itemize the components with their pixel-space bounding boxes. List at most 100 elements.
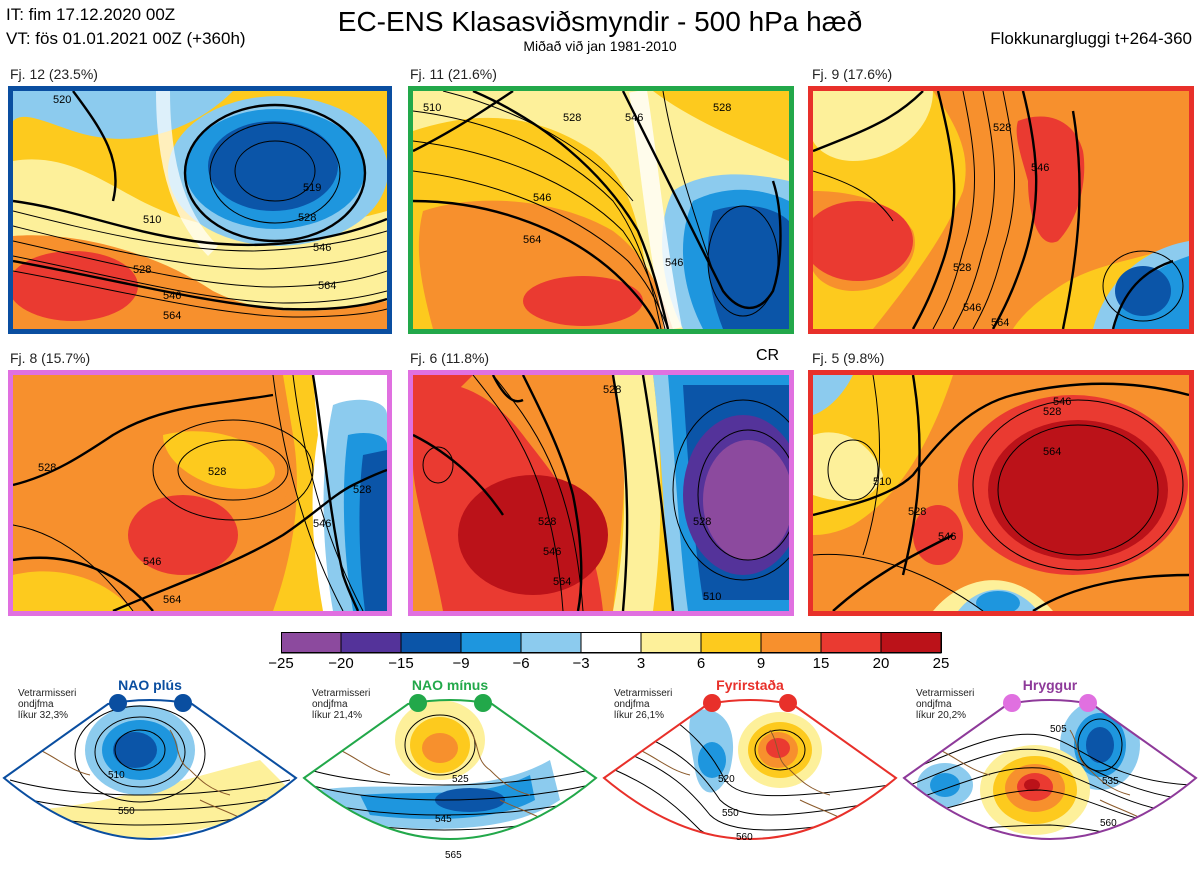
map-5-field: 528 528 546 564 528 510 — [413, 375, 789, 611]
panel-6-caption: Fj. 5 (9.8%) — [812, 350, 885, 366]
contour-label: 564 — [163, 310, 181, 322]
map-1-field: 510 528 546 564 519 528 546 564 520 — [13, 91, 387, 329]
contour-label: 546 — [1031, 162, 1049, 174]
panel-1-caption: Fj. 12 (23.5%) — [10, 66, 98, 82]
cr-label: CR — [756, 347, 780, 364]
regime-contour-label: 535 — [1102, 776, 1119, 787]
contour-label: 528 — [38, 462, 56, 474]
contour-label: 528 — [563, 112, 581, 124]
colorbar-tick-label: −9 — [452, 655, 470, 672]
colorbar-tick-label: 20 — [872, 655, 890, 672]
contour-label: 528 — [298, 212, 316, 224]
regime-contour-label: 565 — [445, 850, 462, 861]
colorbar-swatch — [460, 632, 522, 654]
regime-contour-label: 550 — [722, 808, 739, 819]
contour-label: 564 — [318, 280, 336, 292]
map-panel-cluster-11: 510 528 546 564 546 528 546 — [408, 86, 794, 334]
contour-label: 528 — [713, 102, 731, 114]
contour-label: 528 — [133, 264, 151, 276]
contour-label: 546 — [963, 302, 981, 314]
contour-label: 546 — [143, 556, 161, 568]
panel-3-caption: Fj. 9 (17.6%) — [812, 66, 893, 82]
map-panel-cluster-9: 528 546 528 546 564 — [808, 86, 1194, 334]
contour-label: 528 — [908, 506, 926, 518]
contour-label: 528 — [953, 262, 971, 274]
colorbar-tick-label: −25 — [268, 655, 294, 672]
colorbar-swatch — [281, 632, 342, 654]
contour-label: 564 — [163, 594, 181, 606]
colorbar-swatch — [880, 632, 942, 654]
contour-label: 546 — [543, 546, 561, 558]
contour-label: 564 — [523, 234, 541, 246]
colorbar-swatch — [820, 632, 882, 654]
regime-3-map: 520 550 560 — [602, 694, 898, 843]
colorbar-swatch — [700, 632, 762, 654]
regime-2-title: NAO mínus — [411, 677, 489, 693]
contour-label: 510 — [873, 476, 891, 488]
map-panel-cluster-6: 528 528 546 564 528 510 — [408, 370, 794, 616]
regime-contour-label: 525 — [452, 774, 469, 785]
regime-1-map: 510 550 — [2, 694, 298, 840]
contour-label: 528 — [993, 122, 1011, 134]
contour-label: 510 — [423, 102, 441, 114]
regime-3-note: Vetrarmisseri ondjfma líkur 26,1% — [614, 688, 673, 721]
regime-contour-label: 560 — [1100, 818, 1117, 829]
contour-label: 564 — [991, 317, 1009, 329]
colorbar-swatch — [640, 632, 702, 654]
contour-label: 546 — [163, 290, 181, 302]
regime-3-title: Fyrirstaða — [716, 677, 784, 693]
colorbar-swatch — [400, 632, 462, 654]
map-panel-cluster-12: 510 528 546 564 519 528 546 564 520 — [8, 86, 392, 334]
contour-label: 564 — [553, 576, 571, 588]
regime-1-title: NAO plús — [118, 677, 182, 693]
issue-time: IT: fim 17.12.2020 00Z — [6, 5, 176, 24]
contour-label: 546 — [313, 242, 331, 254]
regime-1-note: Vetrarmisseri ondjfma líkur 32,3% — [18, 688, 77, 721]
valid-time: VT: fös 01.01.2021 00Z (+360h) — [6, 29, 246, 48]
colorbar-tick-label: 3 — [636, 655, 646, 672]
map-6-field: 528 546 564 510 528 546 — [813, 375, 1189, 611]
colorbar-swatch — [520, 632, 582, 654]
contour-label: 510 — [143, 214, 161, 226]
contour-label: 546 — [665, 257, 683, 269]
regime-contour-label: 505 — [1050, 724, 1067, 735]
panel-5-caption: Fj. 6 (11.8%) — [410, 350, 490, 366]
page-title: EC-ENS Klasasviðsmyndir - 500 hPa hæð — [337, 6, 863, 37]
colorbar-tick-label: 15 — [812, 655, 830, 672]
contour-label: 546 — [938, 531, 956, 543]
colorbar-tick-label: −15 — [388, 655, 414, 672]
regime-2-note: Vetrarmisseri ondjfma líkur 21,4% — [312, 688, 371, 721]
colorbar-swatch — [580, 632, 642, 654]
contour-label: 546 — [533, 192, 551, 204]
page-subtitle: Miðað við jan 1981-2010 — [523, 38, 677, 54]
contour-label: 520 — [53, 94, 71, 106]
contour-label: 528 — [538, 516, 556, 528]
contour-label: 528 — [693, 516, 711, 528]
regime-contour-label: 560 — [736, 832, 753, 843]
regime-contour-label: 520 — [718, 774, 735, 785]
colorbar-tick-label: −6 — [512, 655, 530, 672]
colorbar-tick-label: 9 — [756, 655, 766, 672]
contour-label: 528 — [208, 466, 226, 478]
regime-contour-label: 510 — [108, 770, 125, 781]
regime-4-note: Vetrarmisseri ondjfma líkur 20,2% — [916, 688, 975, 721]
contour-label: 546 — [313, 518, 331, 530]
colorbar-tick-label: 6 — [696, 655, 706, 672]
regime-2-map: 525 545 565 — [302, 694, 598, 861]
colorbar-tick-label: −3 — [572, 655, 590, 672]
map-2-field: 510 528 546 564 546 528 546 — [413, 91, 789, 329]
colorbar-tick-label: −20 — [328, 655, 354, 672]
colorbar-swatch — [760, 632, 822, 654]
regime-contour-label: 545 — [435, 814, 452, 825]
map-3-field: 528 546 528 546 564 — [813, 91, 1189, 329]
colorbar-swatch — [340, 632, 402, 654]
contour-label: 546 — [625, 112, 643, 124]
map-panel-cluster-5: 528 546 564 510 528 546 — [808, 370, 1194, 616]
regime-contour-label: 550 — [118, 806, 135, 817]
contour-label: 528 — [603, 384, 621, 396]
contour-label: 564 — [1043, 446, 1061, 458]
contour-label: 519 — [303, 182, 321, 194]
contour-label: 528 — [1043, 406, 1061, 418]
panel-2-caption: Fj. 11 (21.6%) — [410, 66, 497, 82]
colorbar-tick-label: 25 — [932, 655, 950, 672]
